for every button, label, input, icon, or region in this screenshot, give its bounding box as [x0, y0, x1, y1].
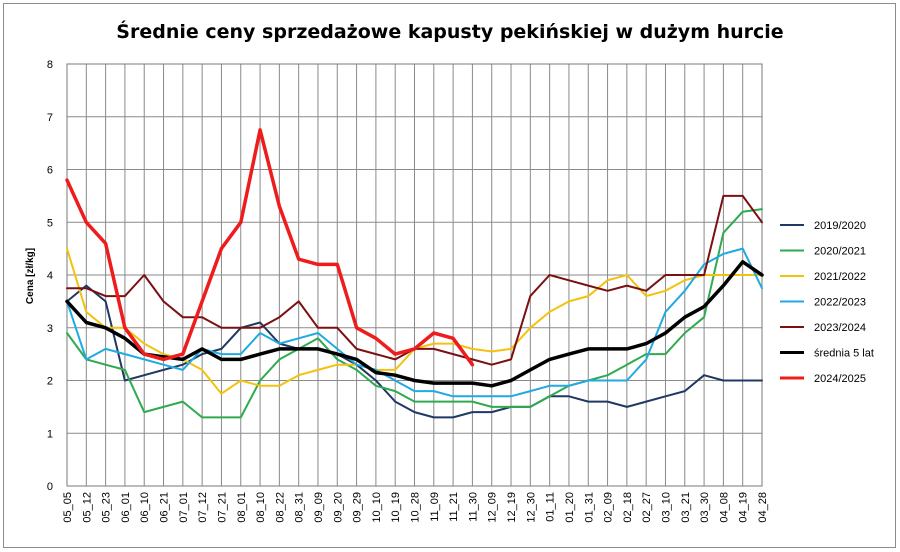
y-tick-label: 2 — [47, 376, 53, 388]
y-tick-label: 7 — [47, 112, 53, 124]
x-tick-label: 09_29 — [352, 492, 364, 523]
x-tick-label: 08_31 — [294, 492, 306, 523]
y-tick-label: 0 — [47, 481, 53, 493]
x-tick-label: 04_19 — [738, 492, 750, 523]
x-tick-label: 04_28 — [757, 492, 769, 523]
x-tick-label: 03_30 — [699, 492, 711, 523]
x-tick-label: 12_30 — [525, 492, 537, 523]
x-tick-label: 12_09 — [487, 492, 499, 523]
x-tick-label: 03_10 — [660, 492, 672, 523]
x-tick-label: 09_09 — [313, 492, 325, 523]
x-tick-label: 09_20 — [332, 492, 344, 523]
x-tick-label: 01_31 — [583, 492, 595, 523]
x-tick-label: 01_11 — [545, 492, 557, 522]
x-tick-label: 08_22 — [274, 492, 286, 523]
x-tick-label: 11_21 — [448, 492, 460, 522]
y-tick-label: 3 — [47, 323, 53, 335]
x-tick-label: 08_10 — [255, 492, 267, 523]
series-line-0 — [66, 284, 763, 419]
legend-label: 2020/2021 — [814, 246, 866, 258]
legend-label: średnia 5 lat — [814, 348, 874, 360]
x-tick-label: 01_20 — [564, 492, 576, 523]
series-line-6 — [65, 128, 475, 367]
legend-label: 2023/2024 — [814, 322, 866, 334]
x-tick-label: 02_27 — [641, 492, 653, 523]
x-tick-label: 05_23 — [101, 492, 113, 523]
legend-label: 2022/2023 — [814, 297, 866, 309]
x-tick-label: 05_12 — [81, 492, 93, 523]
legend-label: 2021/2022 — [814, 271, 866, 283]
y-tick-label: 8 — [47, 59, 53, 71]
series-line-1 — [66, 208, 763, 419]
legend-label: 2024/2025 — [814, 373, 866, 385]
x-tick-label: 10_10 — [371, 492, 383, 523]
x-tick-label: 12_19 — [506, 492, 518, 523]
x-tick-label: 02_18 — [622, 492, 634, 523]
x-tick-label: 06_21 — [159, 492, 171, 523]
x-tick-label: 11_30 — [467, 492, 479, 522]
x-axis-ticks: 05_05 05_12 05_23 06_01 06_10 06_21 07_01 07_12… — [62, 492, 769, 523]
series-line-5 — [65, 260, 764, 388]
gridlines — [66, 63, 763, 487]
legend: 2019/2020 2020/2021 2021/2022 2022/2023 2023… — [780, 220, 874, 385]
x-tick-label: 04_08 — [718, 492, 730, 523]
y-tick-label: 6 — [47, 165, 53, 177]
x-tick-label: 11_09 — [429, 492, 441, 522]
x-tick-label: 07_12 — [197, 492, 209, 523]
x-tick-label: 06_10 — [139, 492, 151, 523]
x-tick-label: 03_21 — [680, 492, 692, 523]
x-tick-label: 07_01 — [178, 492, 190, 523]
legend-label: 2019/2020 — [814, 220, 866, 232]
x-tick-label: 07_21 — [216, 492, 228, 523]
y-tick-label: 4 — [47, 270, 53, 282]
x-tick-label: 05_05 — [62, 492, 74, 523]
x-tick-label: 02_09 — [603, 492, 615, 523]
series-lines — [65, 128, 764, 419]
x-tick-label: 10_19 — [390, 492, 402, 523]
y-tick-label: 1 — [47, 428, 53, 440]
y-tick-label: 5 — [47, 217, 53, 229]
series-line-3 — [66, 247, 763, 398]
x-tick-label: 10_28 — [410, 492, 422, 523]
y-axis-label: Cena [zł/kg] — [25, 248, 36, 304]
chart-title: Średnie ceny sprzedażowe kapusty pekińsk… — [116, 19, 783, 43]
y-axis-ticks: 0 1 2 3 4 5 6 7 8 — [47, 59, 53, 493]
x-tick-label: 08_01 — [236, 492, 248, 523]
x-tick-label: 06_01 — [120, 492, 132, 523]
